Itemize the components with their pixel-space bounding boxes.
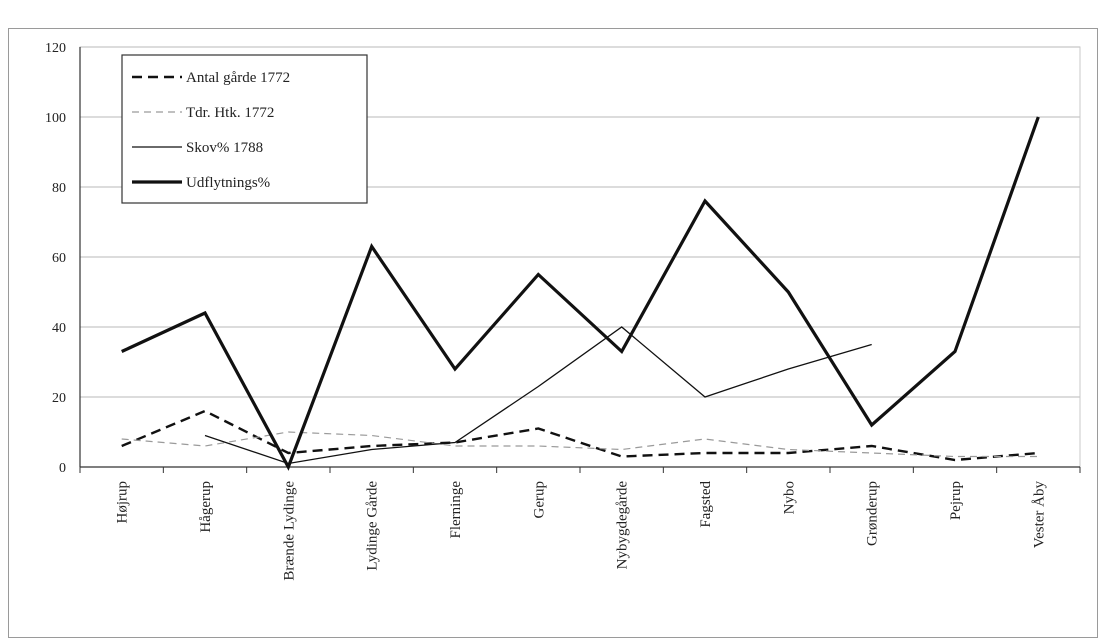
x-axis-category-labels: Højrup Hågerup Brænde Lydinge Lydinge Gårde… <box>115 481 1048 581</box>
x-category-label: Flerninge <box>448 481 464 539</box>
legend-entry-label: Tdr. Htk. 1772 <box>186 105 274 121</box>
x-category-label: Gerup <box>531 481 547 519</box>
chart-frame <box>8 28 1098 638</box>
y-tick-label: 60 <box>52 251 66 266</box>
y-tick-label: 100 <box>45 111 66 126</box>
legend-entry-label: Udflytnings% <box>186 175 270 191</box>
y-tick-label: 40 <box>52 321 66 336</box>
x-category-label: Højrup <box>115 481 131 524</box>
x-category-label: Grønderup <box>865 481 881 546</box>
legend-box <box>121 54 368 204</box>
y-tick-label: 80 <box>52 181 66 196</box>
x-category-label: Nybo <box>781 481 797 514</box>
x-category-label: Hågerup <box>198 481 214 533</box>
x-category-label: Lydinge Gårde <box>365 481 381 571</box>
x-category-label: Pejrup <box>948 481 964 520</box>
series-line-1 <box>121 431 1039 458</box>
series-line-3 <box>121 116 1040 471</box>
y-axis-ticks: 0 20 40 60 80 100 120 <box>45 41 66 476</box>
series-line-0 <box>121 409 1039 462</box>
legend-entry-label: Skov% 1788 <box>186 140 263 156</box>
x-category-label: Vester Åby <box>1031 481 1047 549</box>
y-tick-label: 20 <box>52 391 66 406</box>
series-lines <box>121 116 1040 471</box>
x-category-label: Fagsted <box>698 481 714 528</box>
x-axis <box>79 47 1081 473</box>
x-category-label: Nybygdegårde <box>615 481 631 570</box>
y-tick-label: 0 <box>59 461 66 476</box>
legend: Antal gårde 1772 Tdr. Htk. 1772 Skov% 1788… <box>121 54 368 204</box>
legend-entry-label: Antal gårde 1772 <box>186 70 290 86</box>
series-line-2 <box>204 326 872 465</box>
x-category-label: Brænde Lydinge <box>281 481 297 581</box>
y-tick-label: 120 <box>45 41 66 56</box>
